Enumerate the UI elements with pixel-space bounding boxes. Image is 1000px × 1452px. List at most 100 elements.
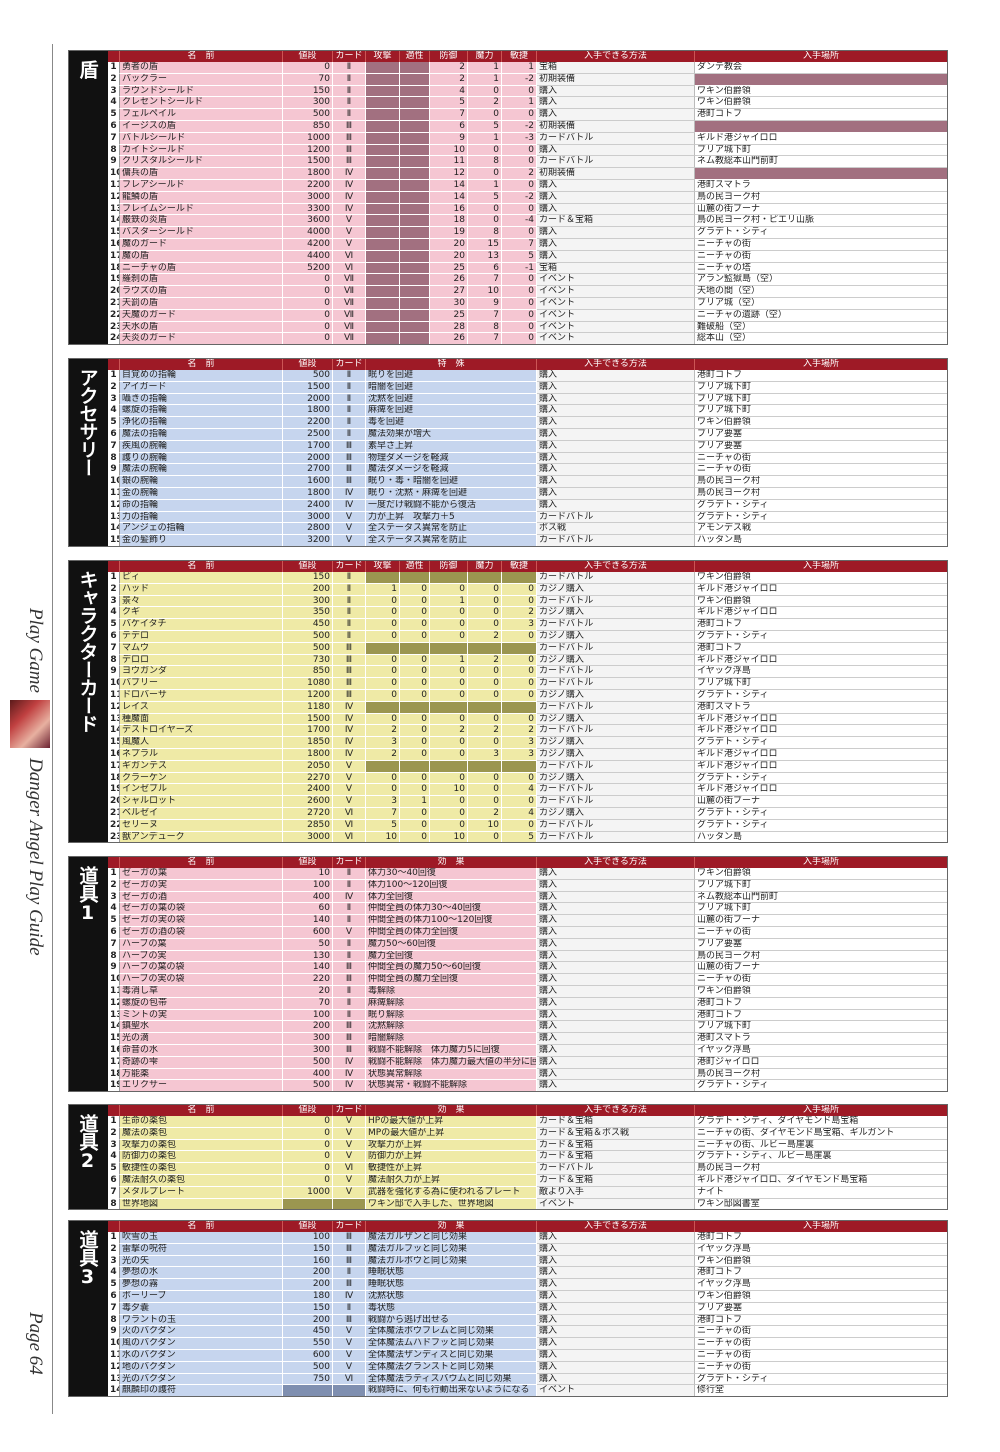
cell: ヨウガンダ <box>120 666 283 679</box>
cell: カードバトル <box>537 595 695 608</box>
cell: Ⅳ <box>333 891 366 904</box>
cell: 0 <box>502 85 537 98</box>
row-number: 12 <box>108 997 120 1010</box>
header-cell: 防御 <box>430 50 468 62</box>
cell: 購入 <box>537 381 695 394</box>
cell: 購入 <box>537 1021 695 1034</box>
blank-cell <box>400 572 430 584</box>
cell: 仲間全員の魔力全回復 <box>366 974 537 986</box>
row-number: 12 <box>108 191 120 204</box>
row-number: 6 <box>108 1175 120 1187</box>
cell: イージスの盾 <box>120 121 283 133</box>
cell: 300 <box>283 595 333 608</box>
cell: カジノ購入 <box>537 808 695 820</box>
cell: 3 <box>366 796 400 808</box>
row-number: 4 <box>108 405 120 418</box>
cell: 9 <box>430 132 468 145</box>
cell: 天魔のガード <box>120 309 283 322</box>
cell: 購入 <box>537 1255 695 1268</box>
cell: 5200 <box>283 262 333 275</box>
cell: 0 <box>502 274 537 287</box>
cell: 0 <box>366 772 400 785</box>
side-guide: Danger Angel Play Guide <box>25 758 46 956</box>
cell: 光の滴 <box>120 1033 283 1045</box>
row-number: 14 <box>108 725 120 738</box>
cell: セリーヌ <box>120 819 283 832</box>
cell: 魔法耐久の薬包 <box>120 1175 283 1187</box>
cell: ワラントの玉 <box>120 1314 283 1327</box>
cell: Ⅱ <box>333 370 366 382</box>
cell: 0 <box>502 144 537 157</box>
cell: 仲間全員の魔力50～60回復 <box>366 962 537 975</box>
cell: カードバトル <box>537 511 695 524</box>
cell: 140 <box>283 915 333 927</box>
cell: 0 <box>283 309 333 322</box>
row-number: 18 <box>108 1068 120 1081</box>
cell: Ⅱ <box>333 381 366 394</box>
header-cell: 敏捷 <box>502 560 537 572</box>
blank-cell <box>430 572 468 584</box>
cell: Ⅲ <box>333 974 366 986</box>
cell: 魔の盾 <box>120 250 283 263</box>
cell: 購入 <box>537 417 695 429</box>
cell: Ⅲ <box>333 962 366 975</box>
cell: 3 <box>502 619 537 631</box>
header-cell: 敏捷 <box>502 50 537 62</box>
cell: カードバトル <box>537 156 695 169</box>
header-cell: 名 前 <box>120 1104 283 1116</box>
cell: -1 <box>502 262 537 275</box>
cell: 宝箱 <box>537 262 695 275</box>
cell: カードバトル <box>537 1163 695 1175</box>
cell: 0 <box>502 654 537 667</box>
cell: Ⅱ <box>333 1267 366 1280</box>
blank-cell <box>400 215 430 228</box>
cell: 購入 <box>537 1279 695 1291</box>
cell: 購入 <box>537 1361 695 1374</box>
header-cell: カード <box>333 50 366 62</box>
cell: 魔のガード <box>120 239 283 251</box>
cell: 1800 <box>283 405 333 418</box>
row-number: 5 <box>108 109 120 121</box>
cell: 魔法ガルフッと同じ効果 <box>366 1243 537 1256</box>
cell: Ⅱ <box>333 417 366 429</box>
cell: 2850 <box>283 819 333 832</box>
cell: 0 <box>502 772 537 785</box>
cell: Ⅱ <box>333 607 366 620</box>
cell: カードバトル <box>537 619 695 631</box>
cell: 購入 <box>537 1314 695 1327</box>
blank-cell <box>400 642 430 655</box>
cell: Ⅲ <box>333 678 366 690</box>
cell: 0 <box>283 298 333 310</box>
cell: カード＆宝箱 <box>537 1139 695 1152</box>
cell: カジノ購入 <box>537 631 695 643</box>
cell: 1 <box>502 62 537 74</box>
cell: 0 <box>400 772 430 785</box>
cell: 購入 <box>537 488 695 500</box>
cell: 100 <box>283 1232 333 1244</box>
cell: 傭兵の盾 <box>120 168 283 180</box>
header-cell: 攻撃 <box>366 560 400 572</box>
cell: 0 <box>400 654 430 667</box>
row-number: 4 <box>108 903 120 916</box>
cell: 購入 <box>537 144 695 157</box>
cell: 0 <box>468 796 502 808</box>
row-number: 6 <box>108 121 120 133</box>
cell: マムウ <box>120 642 283 655</box>
cell: 2 <box>468 631 502 643</box>
cell: 0 <box>400 619 430 631</box>
cell: 150 <box>283 1302 333 1315</box>
cell: メタルプレート <box>120 1186 283 1199</box>
cell: バトルシールド <box>120 132 283 145</box>
row-number: 16 <box>108 749 120 761</box>
cell: 7 <box>468 309 502 322</box>
blank-cell <box>366 203 400 216</box>
header-cell: 入手できる方法 <box>537 560 695 572</box>
blank-cell <box>400 73 430 86</box>
section-label: 盾 <box>68 50 108 346</box>
cell: 26 <box>430 274 468 287</box>
cell: Ⅳ <box>333 725 366 738</box>
blank-cell <box>366 642 400 655</box>
header-cell <box>108 856 120 868</box>
cell: Ⅲ <box>333 642 366 655</box>
cell: Ⅲ <box>333 156 366 169</box>
